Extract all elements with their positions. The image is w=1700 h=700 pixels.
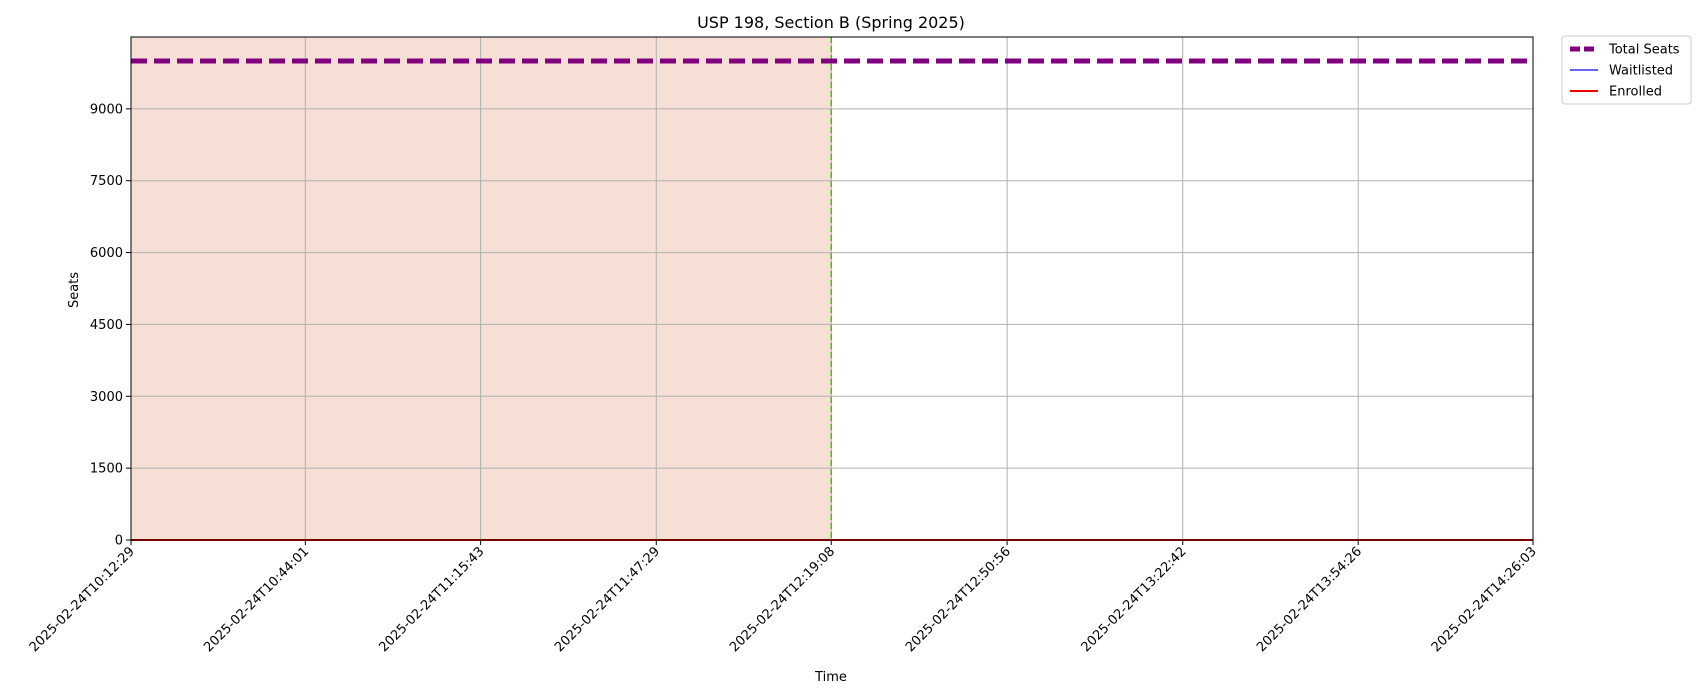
x-tick-label: 2025-02-24T13:22:42 bbox=[1079, 544, 1190, 655]
y-tick-label: 9000 bbox=[90, 102, 123, 117]
x-tick-label: 2025-02-24T14:26:03 bbox=[1429, 544, 1540, 655]
y-tick-label: 1500 bbox=[90, 462, 123, 477]
chart-title: USP 198, Section B (Spring 2025) bbox=[697, 13, 965, 32]
x-tick-label: 2025-02-24T11:47:29 bbox=[552, 544, 663, 655]
plot-area: 0 1500 3000 4500 6000 7500 9000 2025-02-24T10:1… bbox=[27, 36, 1540, 655]
plot-frame bbox=[130, 36, 1534, 541]
legend-label: Enrolled bbox=[1609, 85, 1662, 100]
y-tick-label: 0 bbox=[115, 534, 123, 549]
x-tick-label: 2025-02-24T13:54:26 bbox=[1254, 544, 1365, 655]
y-tick-label: 3000 bbox=[90, 390, 123, 405]
x-tick-label: 2025-02-24T12:50:56 bbox=[903, 544, 1014, 655]
y-axis-title: Seats bbox=[67, 272, 82, 308]
x-tick-label: 2025-02-24T10:44:01 bbox=[201, 544, 312, 655]
legend-label: Waitlisted bbox=[1609, 64, 1673, 79]
x-tick-label: 2025-02-24T12:19:08 bbox=[727, 544, 838, 655]
legend-box bbox=[1561, 35, 1692, 105]
y-tick-label: 6000 bbox=[90, 246, 123, 261]
x-tick-label: 2025-02-24T11:15:43 bbox=[377, 544, 488, 655]
x-tick-label: 2025-02-24T10:12:29 bbox=[27, 544, 138, 655]
legend: Total Seats Waitlisted Enrolled bbox=[1561, 35, 1692, 105]
x-axis-title: Time bbox=[814, 670, 847, 685]
y-tick-label: 7500 bbox=[90, 174, 123, 189]
y-tick-label: 4500 bbox=[90, 318, 123, 333]
legend-label: Total Seats bbox=[1608, 43, 1680, 58]
shaded-region bbox=[131, 37, 832, 540]
